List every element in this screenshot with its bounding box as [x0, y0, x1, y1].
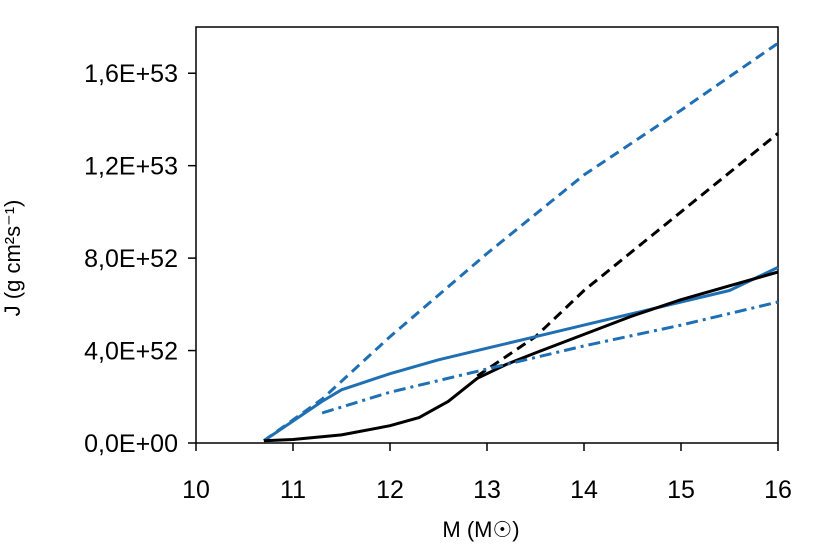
x-tick-label: 13 [473, 476, 501, 504]
y-axis-title: J (g cm²s⁻¹) [0, 200, 25, 317]
series-line-4 [263, 270, 779, 443]
x-axis-title: M (M☉) [442, 517, 519, 542]
series-group [263, 41, 779, 443]
x-tick-label: 10 [182, 476, 210, 504]
y-tick-label: 1,2E+53 [84, 153, 178, 181]
y-tick-label: 4,0E+52 [84, 338, 178, 366]
axes [188, 26, 779, 451]
y-tick-label: 1,6E+53 [84, 60, 178, 88]
x-tick-label: 14 [570, 476, 598, 504]
x-tick-label: 15 [667, 476, 695, 504]
x-tick-label: 11 [280, 476, 306, 504]
y-tick-label: 8,0E+52 [84, 245, 178, 273]
tick-labels: 10 11 12 13 14 15 16 0,0E+00 4,0E+52 8,0E+52 1,2E+… [84, 60, 792, 504]
series-line-5 [321, 300, 779, 415]
x-tick-label: 16 [764, 476, 792, 504]
x-tick-label: 12 [376, 476, 404, 504]
series-line-1 [263, 41, 779, 442]
plot-frame [195, 26, 779, 444]
y-tick-label: 0,0E+00 [84, 430, 178, 458]
series-line-3 [263, 266, 779, 442]
